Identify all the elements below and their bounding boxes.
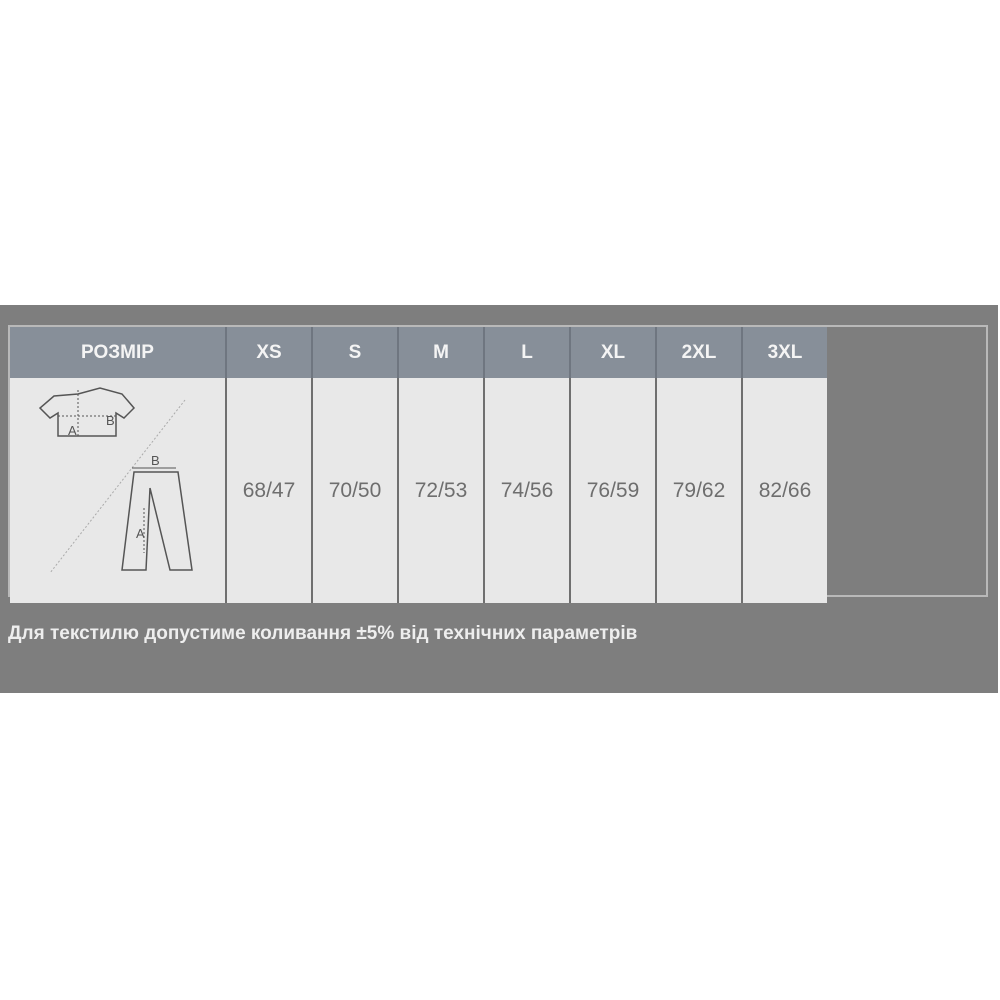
header-size: XL <box>570 327 657 378</box>
header-size: L <box>484 327 571 378</box>
tolerance-note: Для текстилю допустиме коливання ±5% від… <box>8 623 638 644</box>
size-value: 72/53 <box>398 378 485 603</box>
shirt-label-b: B <box>106 413 115 428</box>
header-size: S <box>312 327 399 378</box>
header-size: XS <box>226 327 313 378</box>
size-value: 82/66 <box>742 378 827 603</box>
size-table: РОЗМІР XS S M L XL 2XL 3XL <box>10 327 827 603</box>
shirt-label-a: A <box>68 423 77 438</box>
size-value: 68/47 <box>226 378 313 603</box>
header-size: 3XL <box>742 327 827 378</box>
header-size: M <box>398 327 485 378</box>
size-value: 79/62 <box>656 378 743 603</box>
size-value: 76/59 <box>570 378 657 603</box>
shirt-pants-icon: A B A B <box>38 387 193 574</box>
size-value: 74/56 <box>484 378 571 603</box>
size-value: 70/50 <box>312 378 399 603</box>
header-size: 2XL <box>656 327 743 378</box>
header-size-label: РОЗМІР <box>10 327 227 378</box>
size-chart-panel: РОЗМІР XS S M L XL 2XL 3XL <box>0 305 998 693</box>
table-row: A B A B 68/47 70/50 72/53 74/56 76/59 79… <box>10 378 827 603</box>
header-row: РОЗМІР XS S M L XL 2XL 3XL <box>10 327 827 378</box>
pants-label-b: B <box>151 453 160 468</box>
measurement-diagram: A B A B <box>10 378 227 603</box>
pants-label-a: A <box>136 526 145 541</box>
